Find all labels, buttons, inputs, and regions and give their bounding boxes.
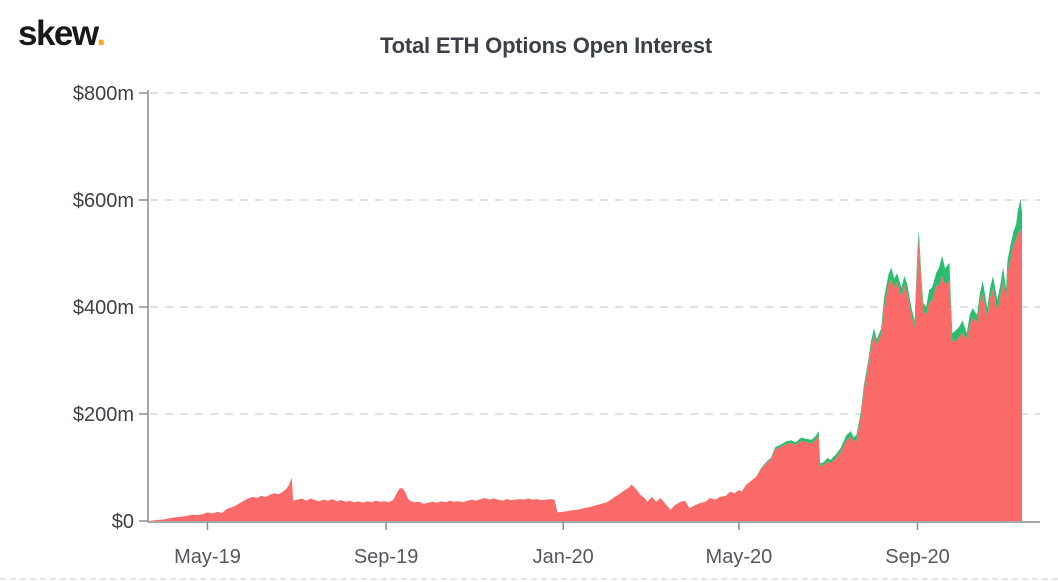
logo-text: skew [18,14,98,53]
area-series-red [148,229,1022,521]
y-tick-label-$400m: $400m [73,297,134,319]
skew-logo: skew. [18,14,106,54]
x-tick-label-Jan-20: Jan-20 [533,546,594,568]
area-series-green [148,198,1022,521]
x-tick-label-Sep-20: Sep-20 [885,546,950,568]
x-tick-label-Sep-19: Sep-19 [354,546,419,568]
y-tick-label-$200m: $200m [73,404,134,426]
logo-dot: . [96,14,106,53]
chart-title: Total ETH Options Open Interest [380,33,712,58]
bottom-dashed-separator [0,578,1058,580]
x-tick-label-May-19: May-19 [174,546,241,568]
y-tick-label-$800m: $800m [73,83,134,105]
y-tick-label-$600m: $600m [73,190,134,212]
y-tick-label-$0: $0 [112,511,134,533]
x-tick-label-May-20: May-20 [706,546,773,568]
